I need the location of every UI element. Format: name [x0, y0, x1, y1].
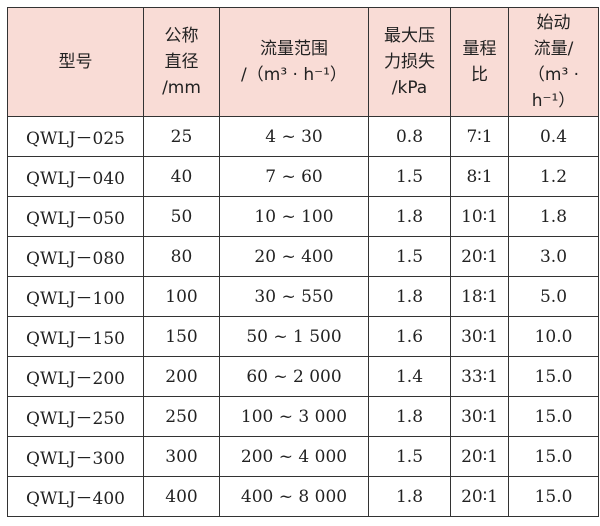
table-cell: 20∶1	[450, 436, 509, 477]
table-cell: 200	[143, 356, 220, 397]
table-cell: 20∶1	[450, 476, 509, 517]
table-cell: QWLJ－250	[7, 396, 144, 437]
table-cell: 400	[143, 476, 220, 517]
table-cell: 50 ~ 1 500	[219, 316, 369, 357]
table-cell: 20∶1	[450, 236, 509, 277]
table-cell: 300	[143, 436, 220, 477]
table-cell: 5.0	[508, 276, 599, 317]
table-cell: 1.5	[368, 436, 451, 477]
table-cell: 10 ~ 100	[219, 196, 369, 237]
table-cell: 4 ~ 30	[219, 116, 369, 157]
column-header: 流量范围 /（m³ · h⁻¹）	[219, 7, 369, 117]
table-cell: 1.8	[368, 196, 451, 237]
table-cell: 1.8	[368, 276, 451, 317]
table-cell: QWLJ－400	[7, 476, 144, 517]
table-cell: 60 ~ 2 000	[219, 356, 369, 397]
table-cell: 7 ~ 60	[219, 156, 369, 197]
table-cell: 1.8	[368, 476, 451, 517]
table-cell: 25	[143, 116, 220, 157]
table-cell: 1.2	[508, 156, 599, 197]
table-cell: 1.5	[368, 156, 451, 197]
table-cell: QWLJ－150	[7, 316, 144, 357]
table-cell: 15.0	[508, 436, 599, 477]
table-cell: 20 ~ 400	[219, 236, 369, 277]
table-cell: 250	[143, 396, 220, 437]
table-cell: 3.0	[508, 236, 599, 277]
table-cell: 7∶1	[450, 116, 509, 157]
header-row: 型号 公称 直径 /mm 流量范围 /（m³ · h⁻¹） 最大压 力损失 /kPa 量…	[7, 7, 599, 117]
table-row: QWLJ－025 25 4 ~ 30 0.8 7∶1 0.4	[7, 116, 599, 157]
table-row: QWLJ－150 150 50 ~ 1 500 1.6 30∶1 10.0	[7, 316, 599, 357]
table-cell: 1.5	[368, 236, 451, 277]
table-cell: 33∶1	[450, 356, 509, 397]
table-cell: 50	[143, 196, 220, 237]
table-cell: 1.8	[508, 196, 599, 237]
table-cell: QWLJ－050	[7, 196, 144, 237]
table-cell: 400 ~ 8 000	[219, 476, 369, 517]
table-cell: 30∶1	[450, 316, 509, 357]
table-cell: 100	[143, 276, 220, 317]
table-cell: 8∶1	[450, 156, 509, 197]
table-cell: 0.4	[508, 116, 599, 157]
table-cell: 200 ~ 4 000	[219, 436, 369, 477]
table-cell: 15.0	[508, 356, 599, 397]
column-header: 量程 比	[450, 7, 509, 117]
table-cell: QWLJ－040	[7, 156, 144, 197]
table-cell: 1.8	[368, 396, 451, 437]
column-header: 型号	[7, 7, 144, 117]
table-cell: 40	[143, 156, 220, 197]
column-header: 始动 流量/ （m³ · h⁻¹）	[508, 7, 599, 117]
table-cell: QWLJ－300	[7, 436, 144, 477]
table-row: QWLJ－080 80 20 ~ 400 1.5 20∶1 3.0	[7, 236, 599, 277]
table-row: QWLJ－200 200 60 ~ 2 000 1.4 33∶1 15.0	[7, 356, 599, 397]
table-row: QWLJ－100 100 30 ~ 550 1.8 18∶1 5.0	[7, 276, 599, 317]
table-cell: QWLJ－025	[7, 116, 144, 157]
table-cell: 1.6	[368, 316, 451, 357]
table-cell: 150	[143, 316, 220, 357]
column-header: 公称 直径 /mm	[143, 7, 220, 117]
table-row: QWLJ－250 250 100 ~ 3 000 1.8 30∶1 15.0	[7, 396, 599, 437]
table-cell: 10∶1	[450, 196, 509, 237]
table-cell: 80	[143, 236, 220, 277]
table-cell: 15.0	[508, 476, 599, 517]
table-cell: 10.0	[508, 316, 599, 357]
table-cell: 30 ~ 550	[219, 276, 369, 317]
table-cell: 30∶1	[450, 396, 509, 437]
table-cell: 1.4	[368, 356, 451, 397]
table-row: QWLJ－300 300 200 ~ 4 000 1.5 20∶1 15.0	[7, 436, 599, 477]
table-cell: QWLJ－100	[7, 276, 144, 317]
table-cell: 0.8	[368, 116, 451, 157]
flowmeter-spec-table: 型号 公称 直径 /mm 流量范围 /（m³ · h⁻¹） 最大压 力损失 /kPa 量…	[7, 7, 599, 517]
column-header: 最大压 力损失 /kPa	[368, 7, 451, 117]
table-cell: 15.0	[508, 396, 599, 437]
table-row: QWLJ－050 50 10 ~ 100 1.8 10∶1 1.8	[7, 196, 599, 237]
table-cell: 18∶1	[450, 276, 509, 317]
table-row: QWLJ－040 40 7 ~ 60 1.5 8∶1 1.2	[7, 156, 599, 197]
table-cell: QWLJ－200	[7, 356, 144, 397]
table-cell: QWLJ－080	[7, 236, 144, 277]
table-cell: 100 ~ 3 000	[219, 396, 369, 437]
table-row: QWLJ－400 400 400 ~ 8 000 1.8 20∶1 15.0	[7, 476, 599, 517]
